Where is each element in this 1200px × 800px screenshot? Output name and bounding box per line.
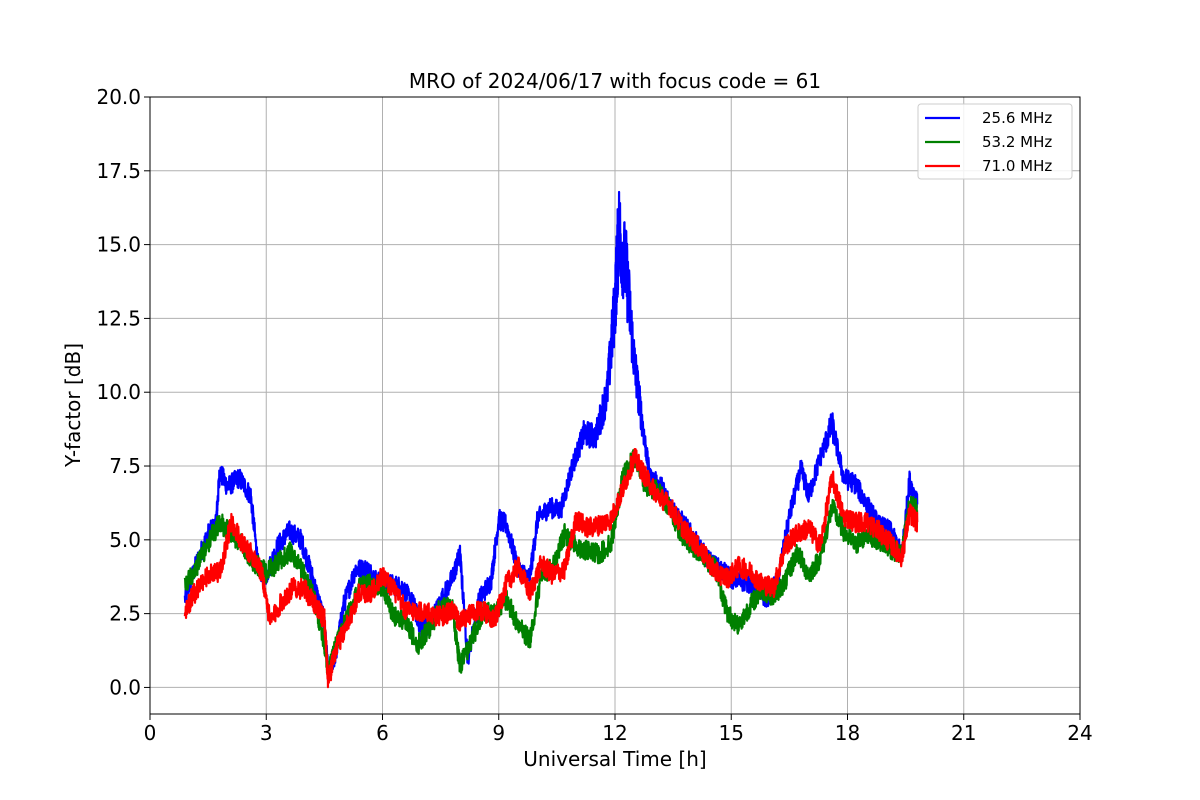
- y-tick-label: 0.0: [109, 675, 141, 699]
- y-tick-label: 17.5: [96, 159, 141, 183]
- x-tick-label: 12: [602, 721, 627, 745]
- legend-label: 25.6 MHz: [982, 109, 1052, 127]
- legend-label: 53.2 MHz: [982, 133, 1052, 151]
- x-tick-label: 9: [492, 721, 505, 745]
- x-axis-label: Universal Time [h]: [523, 747, 706, 771]
- legend-box: [917, 103, 1073, 180]
- y-tick-label: 10.0: [96, 380, 141, 404]
- x-tick-label: 6: [376, 721, 389, 745]
- x-tick-label: 18: [835, 721, 860, 745]
- y-tick-label: 2.5: [109, 602, 141, 626]
- legend: 25.6 MHz 53.2 MHz 71.0 MHz: [917, 103, 1073, 180]
- axis-ticks: 0 3 6 9 12 15 18 21 24 0.0 2.5 5.0 7.5 10.0 12.5 15.0 17…: [96, 85, 1092, 745]
- x-tick-label: 15: [719, 721, 744, 745]
- x-tick-label: 21: [951, 721, 976, 745]
- series-line-0: [183, 190, 919, 681]
- legend-label: 71.0 MHz: [982, 157, 1052, 175]
- y-axis-label: Y-factor [dB]: [61, 343, 85, 468]
- y-tick-label: 15.0: [96, 233, 141, 257]
- chart-title: MRO of 2024/06/17 with focus code = 61: [409, 69, 821, 93]
- y-tick-label: 20.0: [96, 85, 141, 109]
- series-line-1: [183, 449, 919, 684]
- y-tick-label: 5.0: [109, 528, 141, 552]
- x-tick-label: 24: [1067, 721, 1092, 745]
- y-tick-label: 12.5: [96, 306, 141, 330]
- series-group: [183, 190, 919, 689]
- series-line-2: [183, 448, 919, 689]
- x-tick-label: 3: [260, 721, 273, 745]
- y-tick-label: 7.5: [109, 454, 141, 478]
- x-tick-label: 0: [144, 721, 157, 745]
